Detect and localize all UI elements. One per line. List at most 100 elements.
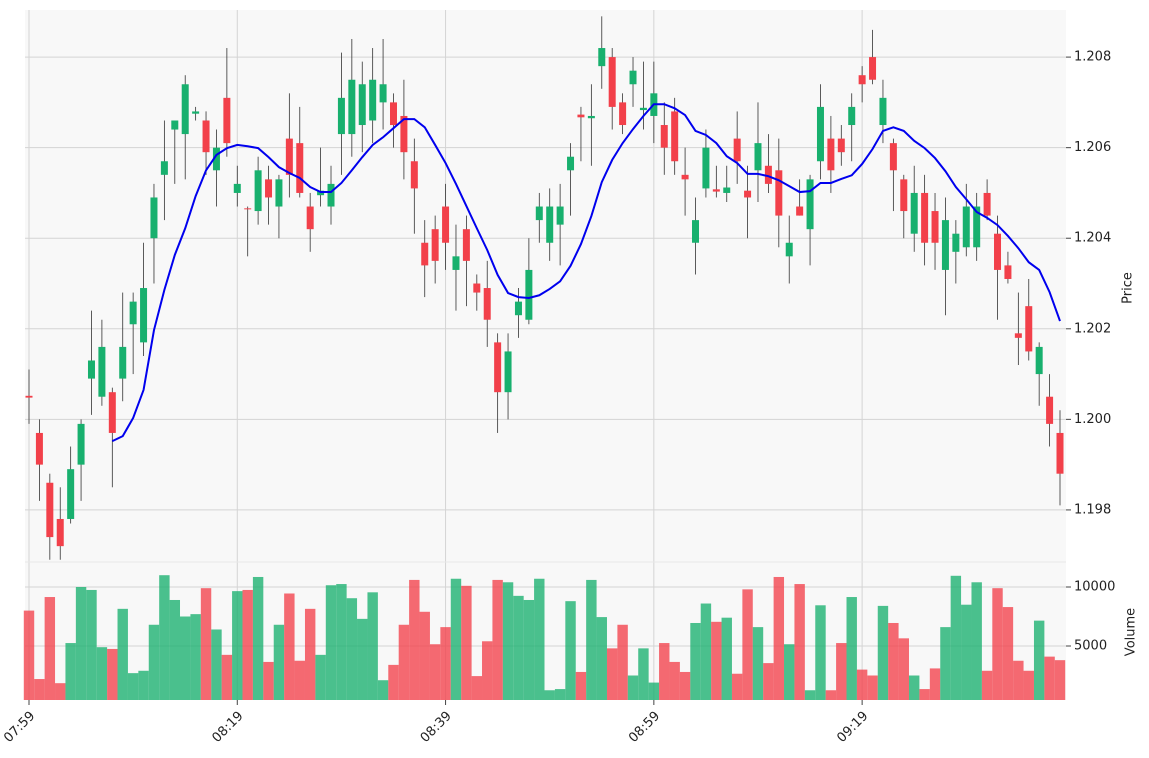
candle-body: [160, 161, 168, 175]
candle-body: [744, 190, 752, 198]
volume-bar: [200, 588, 212, 700]
volume-bar: [492, 579, 503, 700]
volume-bar: [606, 648, 618, 700]
candle-body: [358, 84, 366, 126]
candle-body: [598, 48, 606, 67]
y-tick-label: 1.198: [1074, 502, 1111, 517]
candle-body: [733, 138, 741, 162]
candle-body: [629, 70, 637, 85]
y-tick-label: 1.202: [1074, 321, 1111, 336]
volume-bar: [971, 582, 982, 700]
volume-bar: [65, 643, 76, 700]
volume-bar: [908, 675, 920, 700]
volume-bar: [596, 617, 607, 700]
volume-bar: [961, 604, 972, 700]
candle-body: [46, 482, 54, 538]
volume-bar: [617, 624, 628, 700]
y-axis-label: Price: [1121, 272, 1136, 304]
candle-body: [608, 57, 616, 107]
volume-bar: [648, 682, 660, 700]
candle-body: [400, 115, 408, 153]
volume-tick-label: 5000: [1074, 639, 1107, 654]
volume-bar: [221, 654, 233, 700]
volume-bar: [304, 608, 316, 700]
volume-bar: [96, 647, 108, 700]
candle-body: [671, 111, 679, 162]
candle-body: [306, 206, 314, 230]
candle-body: [275, 179, 283, 207]
candle-body: [233, 183, 241, 193]
volume-bar: [346, 598, 358, 700]
volume-bar: [211, 629, 222, 700]
price-panel: [25, 10, 1066, 562]
volume-bar: [86, 589, 97, 700]
candle-body: [254, 170, 262, 212]
candle-body: [212, 147, 220, 171]
candle-body: [889, 143, 897, 171]
y-tick-label: 1.206: [1074, 140, 1111, 155]
volume-bar: [804, 690, 816, 700]
moving-average-line: [111, 103, 1061, 442]
candle-body: [462, 229, 470, 261]
candle-body: [775, 170, 783, 216]
candle-body: [129, 301, 137, 325]
volume-bar: [117, 608, 128, 700]
volume-bar: [159, 575, 170, 700]
candle-body: [848, 106, 856, 126]
volume-bar: [127, 673, 139, 700]
volume-bar: [1023, 670, 1034, 700]
candle-body: [1035, 346, 1043, 375]
candle-body: [702, 147, 710, 189]
candle-body: [337, 97, 345, 135]
volume-bar: [711, 621, 722, 700]
candle-body: [1056, 432, 1064, 474]
x-tick-label: 08:59: [626, 709, 663, 746]
candle-body: [973, 206, 981, 248]
candle-body: [535, 206, 543, 221]
volume-bar: [554, 689, 566, 700]
candle-body: [285, 138, 293, 175]
candle-body: [327, 183, 335, 207]
candle-body: [98, 346, 106, 397]
candle-body: [816, 106, 824, 162]
volume-bar: [471, 676, 483, 700]
candle-body: [202, 120, 210, 153]
volume-bar: [294, 660, 305, 700]
candle-body: [827, 138, 835, 171]
volume-bar: [388, 664, 399, 700]
candle-body: [723, 187, 731, 193]
candle-body: [712, 189, 720, 192]
candle-body: [858, 75, 866, 85]
volume-bar: [169, 599, 181, 700]
candle-body: [1046, 396, 1054, 424]
candle-body: [921, 192, 929, 243]
candle-body: [265, 179, 273, 198]
volume-bar: [1033, 620, 1045, 700]
volume-bar: [180, 616, 191, 700]
candle-body: [150, 197, 158, 239]
candle-body: [25, 395, 33, 398]
candle-body: [619, 102, 627, 126]
candle-body: [764, 165, 772, 184]
candle-body: [1025, 306, 1033, 352]
candle-body: [983, 192, 991, 216]
volume-bar: [742, 589, 753, 700]
volume-bar: [784, 644, 795, 700]
volume-bar: [763, 663, 774, 700]
x-tick-label: 07:59: [1, 709, 38, 746]
y-tick-label: 1.208: [1074, 50, 1111, 65]
candle-body: [869, 57, 877, 80]
volume-bar: [627, 675, 639, 700]
candle-body: [244, 208, 252, 210]
volume-bar: [461, 585, 472, 700]
candle-body: [941, 220, 949, 270]
candle-body: [452, 256, 460, 270]
candle-body: [806, 179, 814, 230]
volume-axis-label: Volume: [1124, 608, 1139, 656]
volume-bar: [398, 624, 410, 700]
volume-bar: [523, 599, 535, 700]
candle-body: [296, 143, 304, 193]
volume-bar: [877, 605, 889, 700]
candle-body: [77, 423, 85, 465]
candle-body: [556, 206, 564, 225]
